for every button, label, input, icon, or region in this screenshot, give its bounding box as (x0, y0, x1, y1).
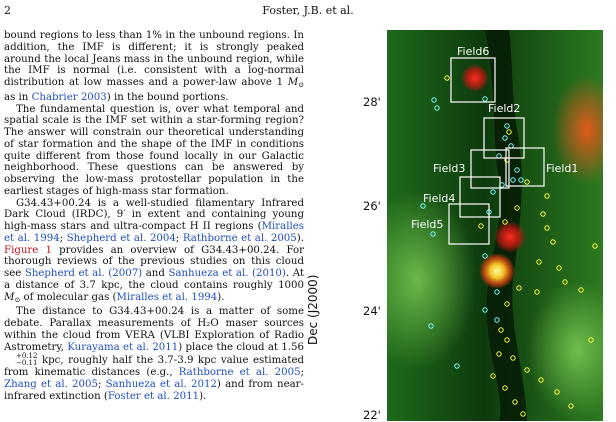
separator: ; (300, 367, 304, 379)
citation-link[interactable]: Chabrier 2003 (31, 91, 107, 103)
p3-text-d: and (142, 268, 169, 279)
text-column: bound regions to less than 1% in the unb… (4, 30, 304, 403)
citation-link[interactable]: Miralles et al. 1994 (116, 291, 218, 303)
error-minus: −0.11 (16, 359, 38, 368)
paragraph-2: The fundamental question is, over what t… (4, 103, 304, 197)
p3-text-c: provides an overview of G34.43+00.24. Fo… (4, 244, 305, 280)
field1-label: Field1 (546, 162, 578, 175)
p4-text-b: ) place the cloud at 1.56 (178, 341, 305, 353)
field4-label: Field4 (423, 192, 455, 205)
p1-text: bound regions to less than 1% in the unb… (4, 30, 304, 88)
solar-symbol: ⊙ (14, 295, 21, 304)
tick-label: 22' (363, 408, 381, 422)
separator: ; (59, 232, 67, 244)
citation-link[interactable]: Rathborne et al. 2005 (182, 232, 297, 244)
tick-label: 24' (363, 304, 381, 318)
p3-text-e: . At a distance of 3.7 kpc, the cloud co… (4, 268, 304, 291)
distance-error: +0.12 −0.11 (4, 353, 37, 367)
p3-text-a: G34.43+00.24 is a well-studied filamenta… (4, 197, 304, 233)
citation-year-link[interactable]: (2010) (252, 268, 286, 279)
solar-mass-unit: M (4, 291, 15, 303)
p1-text-c: ) in the bound portions. (106, 91, 229, 103)
solar-symbol: ⊙ (298, 81, 304, 89)
citation-link[interactable]: Rathborne et al. 2005 (178, 367, 301, 379)
citation-link[interactable]: Sanhueza et al. (168, 268, 249, 279)
citation-link[interactable]: Foster et al. 2011 (107, 390, 200, 402)
citation-link[interactable]: Sanhueza et al. 2012 (105, 379, 217, 390)
y-axis-label: Dec (J2000) (306, 274, 320, 345)
p1-text-b: as in (4, 91, 32, 103)
field2-box (483, 117, 525, 159)
yellow-source (479, 253, 515, 289)
nebulosity (387, 190, 477, 370)
page-header: 2 Foster, J.B. et al. (4, 4, 612, 18)
separator: ; (175, 232, 183, 244)
error-plus: +0.12 (16, 352, 38, 361)
citation-year-link[interactable]: (2007) (108, 268, 143, 279)
separator: ; (97, 379, 106, 390)
figure-image: Field6 Field2 Field3 Field1 Field4 Field… (387, 30, 603, 421)
p4-text-e: ). (199, 390, 207, 402)
tick-label: 26' (363, 199, 381, 213)
citation-link[interactable]: Shepherd et al. (24, 268, 105, 279)
field3-label: Field3 (433, 162, 465, 175)
p4-text-d: ) and from near-infrared extinction ( (4, 379, 304, 402)
citation-link[interactable]: Miralles et al. 1994 (4, 221, 304, 244)
page-number: 2 (4, 4, 11, 17)
citation-link[interactable]: Zhang et al. 2005 (4, 379, 98, 390)
yellow-markers (444, 75, 598, 417)
p4-text-a: The distance to G34.43+00.24 is a matter… (4, 306, 304, 353)
field3-box (470, 149, 510, 189)
p4-text-c: kpc, roughly half the 3.7-3.9 kpc value … (4, 355, 304, 379)
field2-label: Field2 (488, 102, 520, 115)
orange-nebula (552, 75, 603, 185)
figure-link[interactable]: Figure 1 (4, 244, 52, 256)
p3-text-b: ). (296, 232, 304, 244)
field4-box (459, 176, 501, 218)
field6-box (450, 57, 496, 103)
tick-label: 28' (363, 95, 381, 109)
running-head: Foster, J.B. et al. (262, 4, 354, 17)
paragraph-1: bound regions to less than 1% in the unb… (4, 30, 304, 104)
p3-text-f: of molecular gas ( (20, 291, 117, 303)
nebulosity (527, 280, 603, 420)
citation-link[interactable]: Kurayama et al. 2011 (67, 341, 179, 353)
field-boxes (448, 57, 545, 245)
field5-box (448, 203, 490, 245)
red-source (494, 221, 526, 253)
field1-box (505, 147, 545, 187)
field5-label: Field5 (411, 218, 443, 231)
paragraph-4: The distance to G34.43+00.24 is a matter… (4, 306, 304, 402)
solar-mass-unit: M (287, 77, 299, 88)
citation-link[interactable]: Shepherd et al. 2004 (66, 232, 176, 244)
field6-label: Field6 (457, 45, 489, 58)
irdc-figure: Field6 Field2 Field3 Field1 Field4 Field… (387, 30, 603, 421)
paragraph-3: G34.43+00.24 is a well-studied filamenta… (4, 198, 304, 307)
p3-text-g: ). (217, 291, 225, 303)
red-source (461, 64, 489, 92)
